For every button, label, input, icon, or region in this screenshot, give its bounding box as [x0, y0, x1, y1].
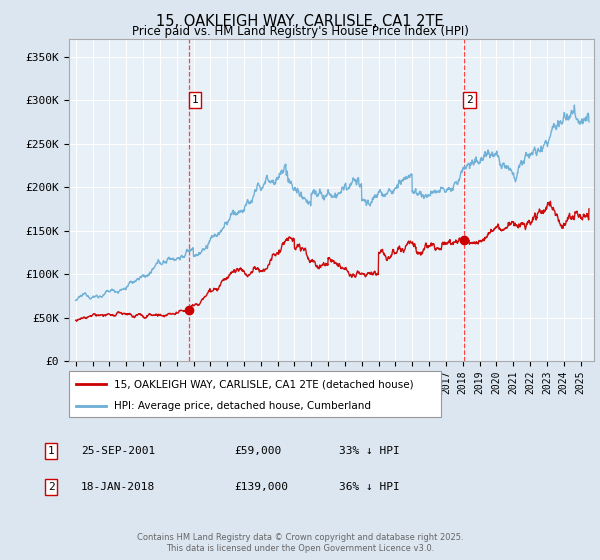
Text: 25-SEP-2001: 25-SEP-2001: [81, 446, 155, 456]
Text: Price paid vs. HM Land Registry's House Price Index (HPI): Price paid vs. HM Land Registry's House …: [131, 25, 469, 38]
Text: £139,000: £139,000: [234, 482, 288, 492]
Text: 33% ↓ HPI: 33% ↓ HPI: [339, 446, 400, 456]
Text: 15, OAKLEIGH WAY, CARLISLE, CA1 2TE (detached house): 15, OAKLEIGH WAY, CARLISLE, CA1 2TE (det…: [113, 379, 413, 389]
Text: 1: 1: [191, 95, 198, 105]
Text: £59,000: £59,000: [234, 446, 281, 456]
Text: 1: 1: [47, 446, 55, 456]
Text: Contains HM Land Registry data © Crown copyright and database right 2025.
This d: Contains HM Land Registry data © Crown c…: [137, 533, 463, 553]
Text: 15, OAKLEIGH WAY, CARLISLE, CA1 2TE: 15, OAKLEIGH WAY, CARLISLE, CA1 2TE: [156, 14, 444, 29]
Text: HPI: Average price, detached house, Cumberland: HPI: Average price, detached house, Cumb…: [113, 401, 371, 410]
Text: 18-JAN-2018: 18-JAN-2018: [81, 482, 155, 492]
Text: 2: 2: [47, 482, 55, 492]
Text: 36% ↓ HPI: 36% ↓ HPI: [339, 482, 400, 492]
Text: 2: 2: [466, 95, 473, 105]
